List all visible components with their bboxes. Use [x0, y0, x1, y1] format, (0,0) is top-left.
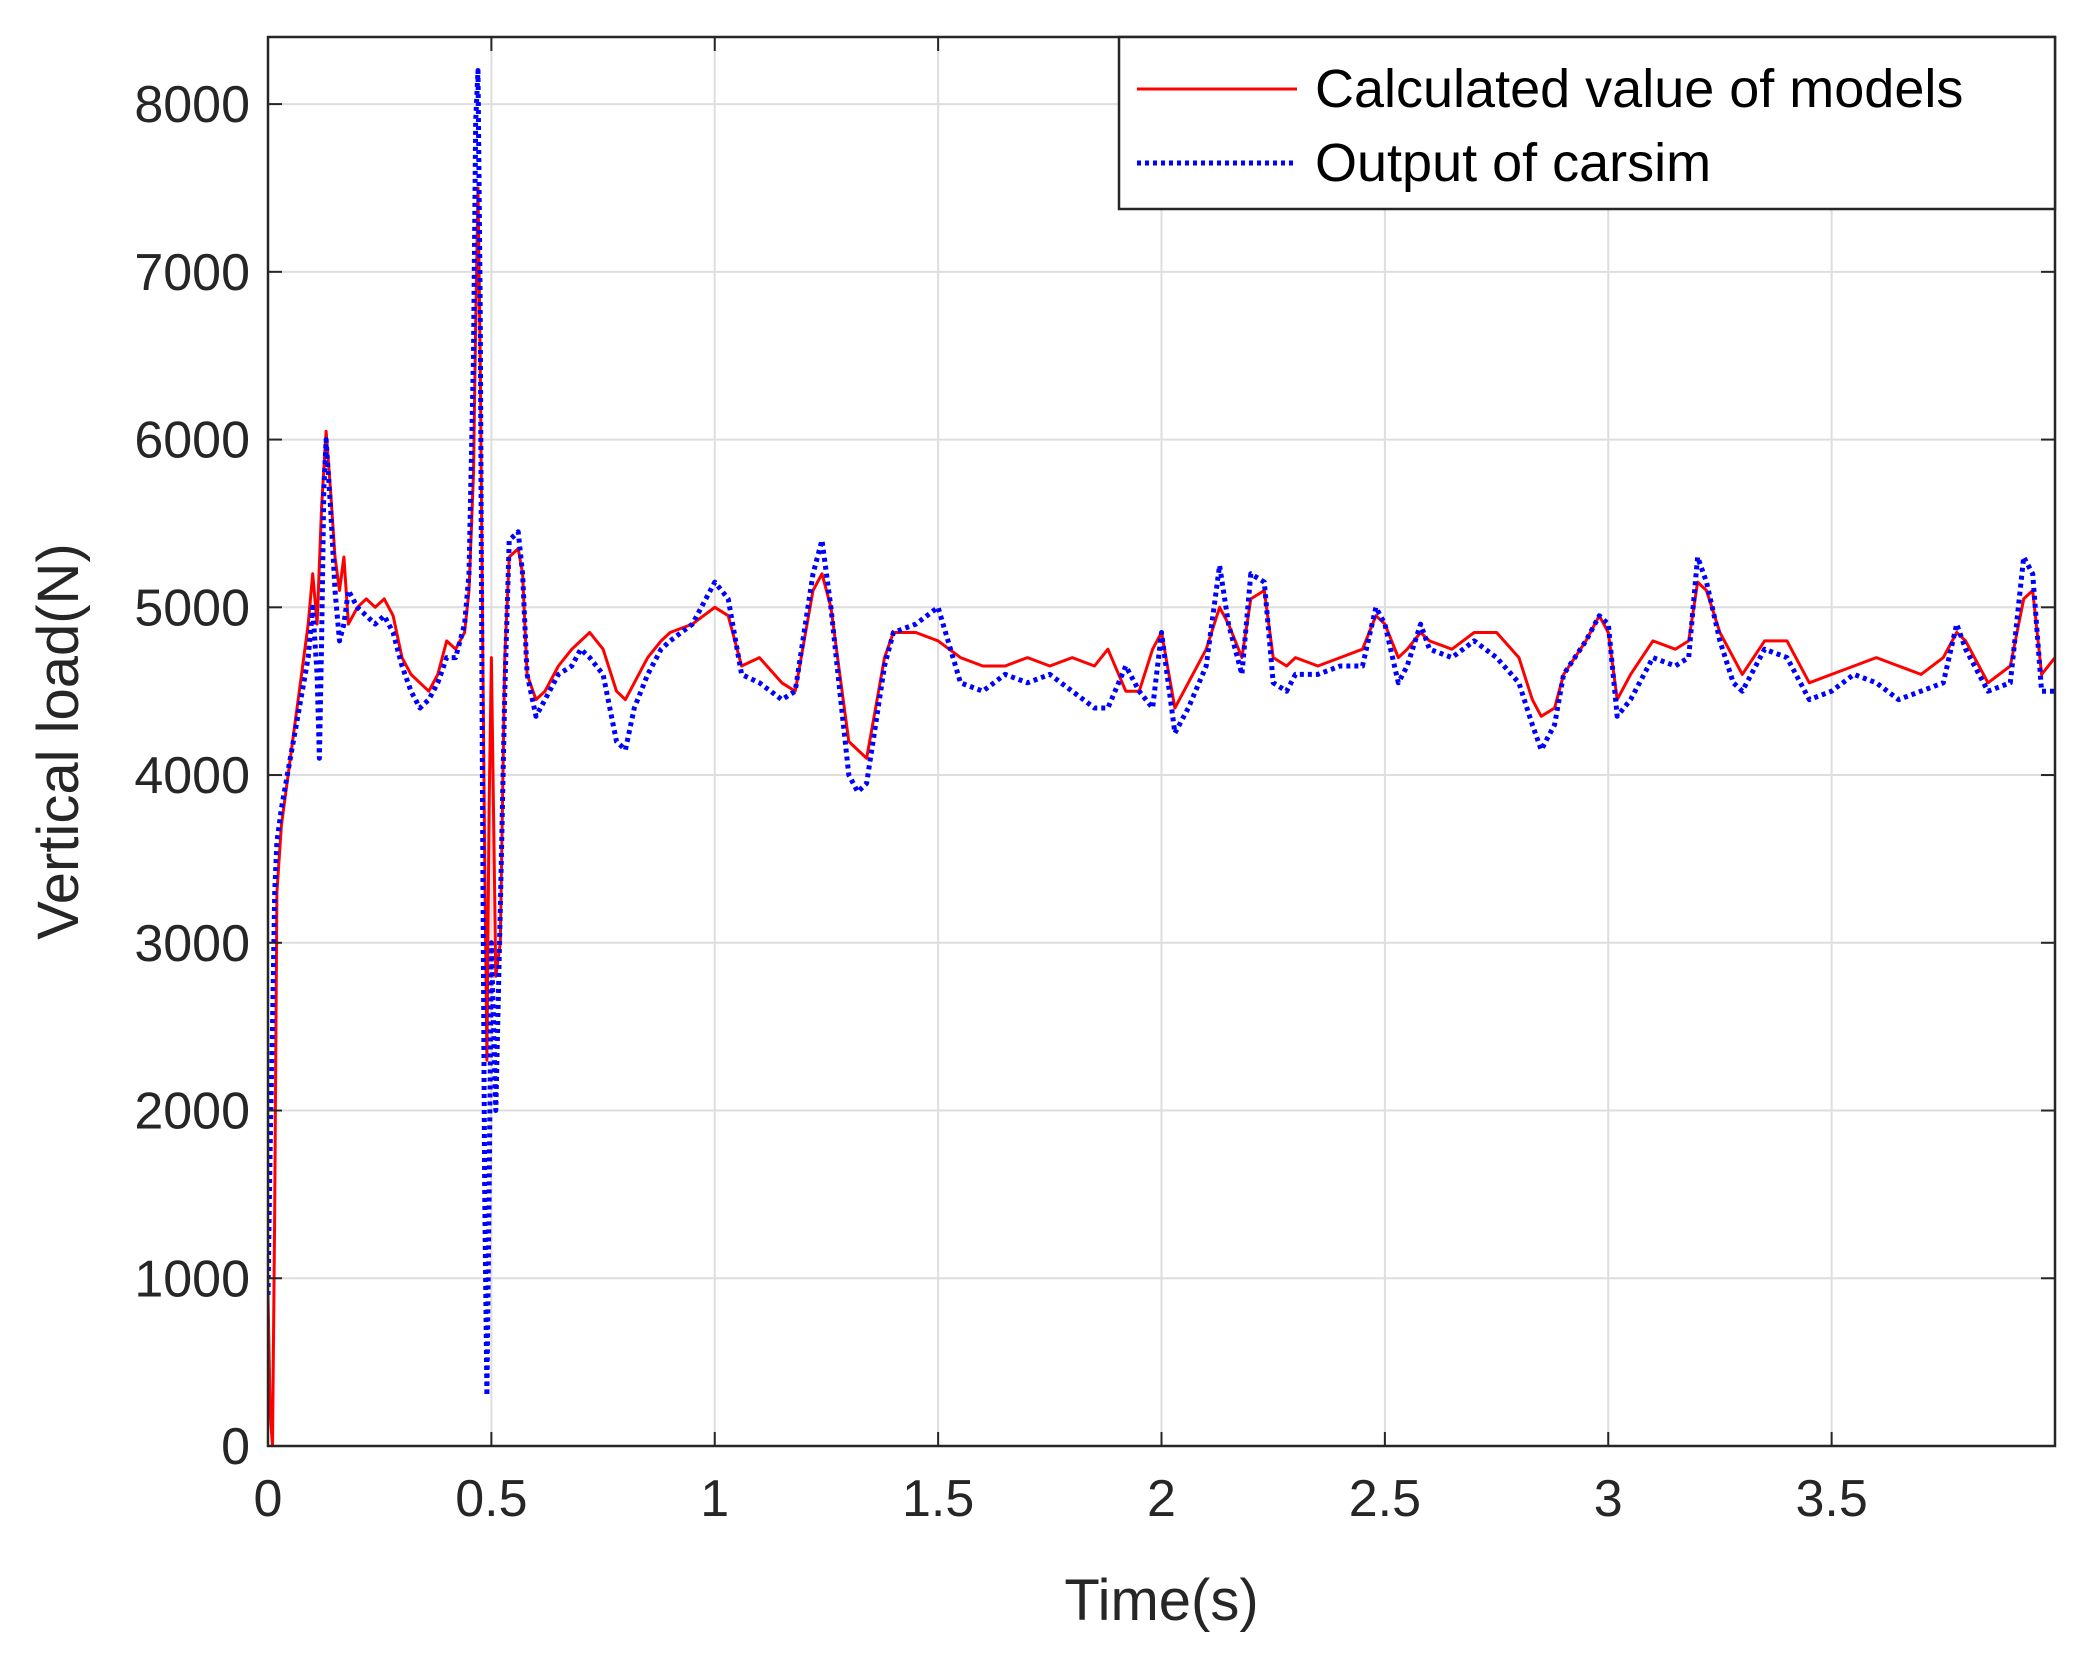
x-ticks: 0 0.5 1 1.5 2 2.5 3 3.5 — [254, 37, 1868, 1528]
x-tick-label: 1.5 — [902, 1470, 974, 1528]
legend-label-calculated: Calculated value of models — [1315, 59, 1963, 119]
y-tick-label: 8000 — [134, 76, 250, 134]
y-ticks: 0 1000 2000 3000 4000 5000 6000 7000 8000 — [134, 76, 2055, 1476]
x-tick-label: 3 — [1594, 1470, 1623, 1528]
series-carsim-line — [268, 68, 2055, 1399]
x-tick-label: 2 — [1147, 1470, 1176, 1528]
y-tick-label: 3000 — [134, 915, 250, 973]
legend-label-carsim: Output of carsim — [1315, 133, 1711, 193]
series-calculated-line — [268, 186, 2055, 1446]
x-axis-label: Time(s) — [1064, 1568, 1258, 1633]
y-tick-label: 7000 — [134, 244, 250, 302]
y-tick-label: 0 — [221, 1418, 250, 1476]
y-tick-label: 1000 — [134, 1250, 250, 1308]
x-tick-label: 2.5 — [1349, 1470, 1421, 1528]
y-tick-label: 2000 — [134, 1083, 250, 1141]
x-tick-label: 1 — [700, 1470, 729, 1528]
x-tick-label: 0.5 — [455, 1470, 527, 1528]
y-tick-label: 6000 — [134, 412, 250, 470]
y-tick-label: 4000 — [134, 747, 250, 805]
x-tick-label: 3.5 — [1795, 1470, 1867, 1528]
legend: Calculated value of models Output of car… — [1117, 35, 2057, 211]
x-tick-label: 0 — [254, 1470, 283, 1528]
y-tick-label: 5000 — [134, 579, 250, 637]
legend-box — [1117, 35, 2057, 211]
y-axis-label: Vertical load(N) — [26, 543, 91, 939]
